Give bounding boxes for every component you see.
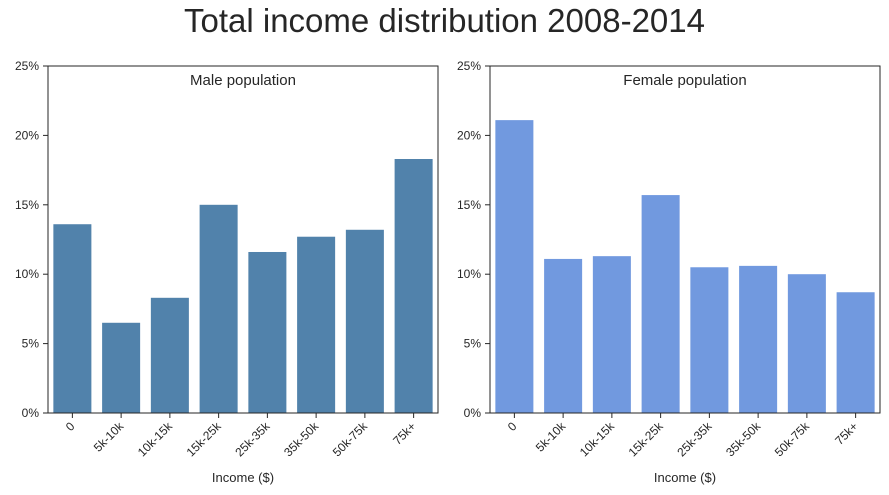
female-ytick-label-3: 15% [457,198,481,212]
female-ytick-label-2: 10% [457,267,481,281]
male-xtick-label-4: 25k-35k [232,419,273,460]
female-ytick-label-1: 5% [464,337,482,351]
male-panel-title: Male population [190,72,296,89]
male-bar-6 [345,229,384,413]
male-bar-2 [150,297,189,413]
male-ytick-label-4: 20% [15,128,39,142]
female-xtick-label-2: 10k-15k [577,419,618,460]
male-ytick-label-3: 15% [15,198,39,212]
female-bar-1 [544,258,583,413]
female-ytick-label-0: 0% [464,406,482,420]
female-bar-4 [690,267,729,413]
male-plot-frame [47,65,439,414]
female-xtick-label-4: 25k-35k [674,419,715,460]
female-bar-5 [739,265,778,413]
male-xtick-label-7: 75k+ [390,419,419,448]
female-plot-frame [489,65,881,414]
male-bar-7 [394,159,433,413]
male-bar-0 [53,224,92,413]
female-xtick-label-5: 35k-50k [723,419,764,460]
female-xtick-label-1: 5k-10k [533,419,569,455]
female-bar-3 [641,195,680,413]
male-xtick-label-1: 5k-10k [91,419,127,455]
female-xtick-label-7: 75k+ [832,419,861,448]
male-bar-3 [199,204,238,413]
male-bar-5 [297,236,336,413]
female-panel: 0% 5% 10% 15% 20% 25% 0 5k-10k 10k-15k 15k-25k 25k… [457,59,881,485]
male-bar-1 [102,322,141,413]
male-xtick-label-3: 15k-25k [184,419,225,460]
female-xtick-label-6: 50k-75k [772,419,813,460]
female-panel-title: Female population [623,72,746,89]
female-ytick-label-5: 25% [457,59,481,73]
male-ytick-label-0: 0% [22,406,40,420]
female-xtick-label-0: 0 [505,419,520,434]
female-ytick-label-4: 20% [457,128,481,142]
male-xtick-label-5: 35k-50k [281,419,322,460]
male-ytick-label-5: 25% [15,59,39,73]
female-x-axis-label: Income ($) [654,470,716,485]
male-panel: 0% 5% 10% 15% 20% 25% 0 5k-10k 10k-15k 15k-25k 25k… [15,59,439,485]
male-x-axis-label: Income ($) [212,470,274,485]
male-xtick-label-0: 0 [63,419,78,434]
female-bar-7 [836,292,875,413]
male-ytick-label-1: 5% [22,337,40,351]
female-xtick-label-3: 15k-25k [626,419,667,460]
female-bar-6 [787,274,826,413]
male-xtick-label-6: 50k-75k [330,419,371,460]
female-bar-0 [495,120,534,413]
male-bar-4 [248,251,287,413]
female-bar-2 [592,256,631,413]
male-ytick-label-2: 10% [15,267,39,281]
figure-title: Total income distribution 2008-2014 [184,2,705,39]
male-xtick-label-2: 10k-15k [135,419,176,460]
